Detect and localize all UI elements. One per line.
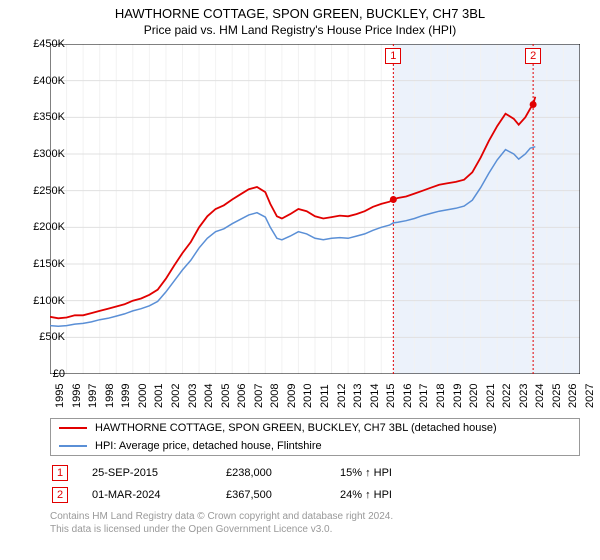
x-tick-label: 2018 (435, 384, 447, 408)
x-tick-label: 1996 (71, 384, 83, 408)
x-tick-label: 2014 (369, 384, 381, 408)
x-tick-label: 2024 (534, 384, 546, 408)
legend-item: HPI: Average price, detached house, Flin… (51, 437, 579, 455)
sale-row: 2 01-MAR-2024 £367,500 24% ↑ HPI (50, 484, 580, 506)
x-tick-label: 2011 (319, 384, 331, 408)
x-tick-label: 2003 (187, 384, 199, 408)
footer-attribution: Contains HM Land Registry data © Crown c… (50, 510, 393, 536)
x-tick-label: 2007 (253, 384, 265, 408)
sale-price: £367,500 (226, 489, 316, 501)
y-tick-label: £100K (5, 295, 65, 307)
x-tick-label: 2027 (584, 384, 596, 408)
x-tick-label: 2012 (336, 384, 348, 408)
x-tick-label: 2022 (501, 384, 513, 408)
chart-marker-1: 1 (385, 48, 401, 64)
x-tick-label: 1995 (54, 384, 66, 408)
x-tick-label: 1997 (87, 384, 99, 408)
x-tick-label: 2010 (302, 384, 314, 408)
x-tick-label: 2016 (402, 384, 414, 408)
chart-marker-2: 2 (525, 48, 541, 64)
legend-swatch (59, 427, 87, 429)
x-tick-label: 2000 (137, 384, 149, 408)
y-tick-label: £300K (5, 148, 65, 160)
legend-box: HAWTHORNE COTTAGE, SPON GREEN, BUCKLEY, … (50, 418, 580, 456)
chart-svg (50, 44, 580, 374)
x-tick-label: 1998 (104, 384, 116, 408)
y-tick-label: £200K (5, 221, 65, 233)
legend-label: HPI: Average price, detached house, Flin… (95, 440, 322, 452)
y-tick-label: £350K (5, 111, 65, 123)
sales-table: 1 25-SEP-2015 £238,000 15% ↑ HPI 2 01-MAR-202… (50, 462, 580, 506)
x-tick-label: 2004 (203, 384, 215, 408)
x-tick-label: 2019 (452, 384, 464, 408)
x-tick-label: 2026 (567, 384, 579, 408)
sale-marker-icon: 1 (52, 465, 68, 481)
x-tick-label: 2015 (385, 384, 397, 408)
sale-diff: 15% ↑ HPI (340, 467, 430, 479)
sale-date: 01-MAR-2024 (92, 489, 202, 501)
sale-row: 1 25-SEP-2015 £238,000 15% ↑ HPI (50, 462, 580, 484)
x-tick-label: 2009 (286, 384, 298, 408)
x-tick-label: 2002 (170, 384, 182, 408)
y-tick-label: £450K (5, 38, 65, 50)
x-tick-label: 2021 (485, 384, 497, 408)
x-tick-label: 1999 (120, 384, 132, 408)
footer-line-2: This data is licensed under the Open Gov… (50, 523, 393, 536)
x-tick-label: 2001 (153, 384, 165, 408)
legend-swatch (59, 445, 87, 447)
y-tick-label: £150K (5, 258, 65, 270)
x-tick-label: 2006 (236, 384, 248, 408)
y-tick-label: £50K (5, 331, 65, 343)
y-tick-label: £400K (5, 75, 65, 87)
x-tick-label: 2023 (518, 384, 530, 408)
x-tick-label: 2008 (269, 384, 281, 408)
chart-title: HAWTHORNE COTTAGE, SPON GREEN, BUCKLEY, … (0, 0, 600, 21)
legend-item: HAWTHORNE COTTAGE, SPON GREEN, BUCKLEY, … (51, 419, 579, 437)
y-tick-label: £250K (5, 185, 65, 197)
sale-price: £238,000 (226, 467, 316, 479)
chart-subtitle: Price paid vs. HM Land Registry's House … (0, 21, 600, 41)
x-tick-label: 2020 (468, 384, 480, 408)
x-tick-label: 2005 (220, 384, 232, 408)
x-tick-label: 2017 (418, 384, 430, 408)
footer-line-1: Contains HM Land Registry data © Crown c… (50, 510, 393, 523)
x-tick-label: 2025 (551, 384, 563, 408)
sale-date: 25-SEP-2015 (92, 467, 202, 479)
x-tick-label: 2013 (352, 384, 364, 408)
sale-diff: 24% ↑ HPI (340, 489, 430, 501)
chart-plot-area (50, 44, 580, 374)
y-tick-label: £0 (5, 368, 65, 380)
legend-label: HAWTHORNE COTTAGE, SPON GREEN, BUCKLEY, … (95, 422, 497, 434)
sale-marker-icon: 2 (52, 487, 68, 503)
chart-container: HAWTHORNE COTTAGE, SPON GREEN, BUCKLEY, … (0, 0, 600, 560)
